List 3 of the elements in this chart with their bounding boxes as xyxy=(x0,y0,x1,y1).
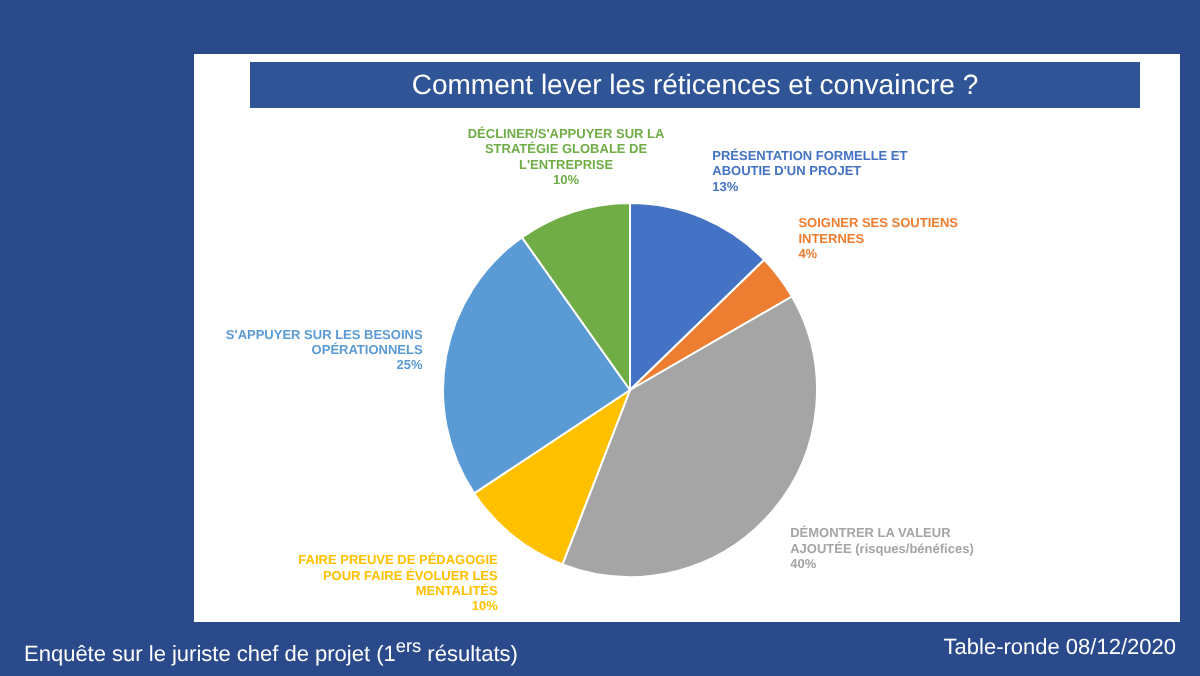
text: Enquête sur le juriste chef de projet (1$^{ers}$ résultats) xyxy=(24,636,518,668)
text: Table-ronde 08/12/2020 xyxy=(943,636,1176,660)
chart-title: Comment lever les réticences et convaincre ? xyxy=(250,62,1140,108)
